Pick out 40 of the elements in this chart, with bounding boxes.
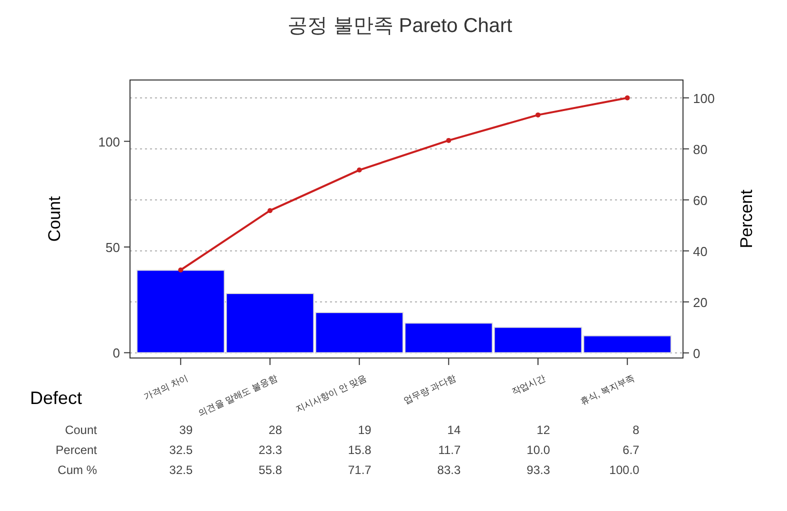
data-label: 83.3 bbox=[437, 463, 461, 477]
text: 11.7 bbox=[438, 443, 461, 457]
text: 32.5 bbox=[169, 443, 193, 457]
y2-axis-title: Percent bbox=[737, 189, 756, 248]
text: Count bbox=[64, 423, 98, 437]
point bbox=[624, 95, 630, 100]
point bbox=[446, 138, 452, 143]
y2-tick-label: 20 bbox=[693, 294, 708, 310]
text: Percent bbox=[56, 443, 98, 457]
data-label: 28 bbox=[268, 423, 282, 437]
y-tick-label: 100 bbox=[98, 134, 120, 150]
chart-title: 공정 불만족 Pareto Chart bbox=[288, 15, 513, 37]
point bbox=[536, 112, 540, 118]
point bbox=[268, 208, 272, 214]
y-axis-title: Count bbox=[45, 196, 64, 242]
point bbox=[356, 168, 362, 173]
data-label: 71.7 bbox=[348, 463, 372, 477]
data-label: 8 bbox=[632, 423, 640, 437]
text: 23.3 bbox=[258, 443, 282, 457]
y2-tick-label: 0 bbox=[693, 346, 700, 361]
data-label: 14 bbox=[447, 423, 461, 437]
text: Cum % bbox=[58, 463, 98, 477]
data-label: 93.3 bbox=[526, 463, 550, 477]
y2-tick-label: 60 bbox=[693, 192, 708, 208]
text: 15.8 bbox=[348, 443, 372, 457]
data-label: 100.0 bbox=[609, 463, 640, 477]
data-label: 39 bbox=[179, 423, 193, 437]
x-axis-title: Defect bbox=[30, 388, 82, 408]
y2-tick-label: 80 bbox=[693, 142, 708, 157]
point bbox=[178, 268, 184, 273]
y-tick-label: 50 bbox=[106, 240, 120, 256]
data-label: 19 bbox=[358, 423, 372, 437]
data-label: 55.8 bbox=[258, 463, 282, 477]
y2-tick-label: 100 bbox=[693, 90, 715, 106]
text: 10.0 bbox=[526, 443, 550, 457]
y2-tick-label: 40 bbox=[693, 244, 708, 259]
data-label: 12 bbox=[536, 423, 550, 437]
text: 6.7 bbox=[622, 443, 640, 457]
y-tick-label: 0 bbox=[112, 346, 120, 361]
data-label: 32.5 bbox=[169, 463, 193, 477]
